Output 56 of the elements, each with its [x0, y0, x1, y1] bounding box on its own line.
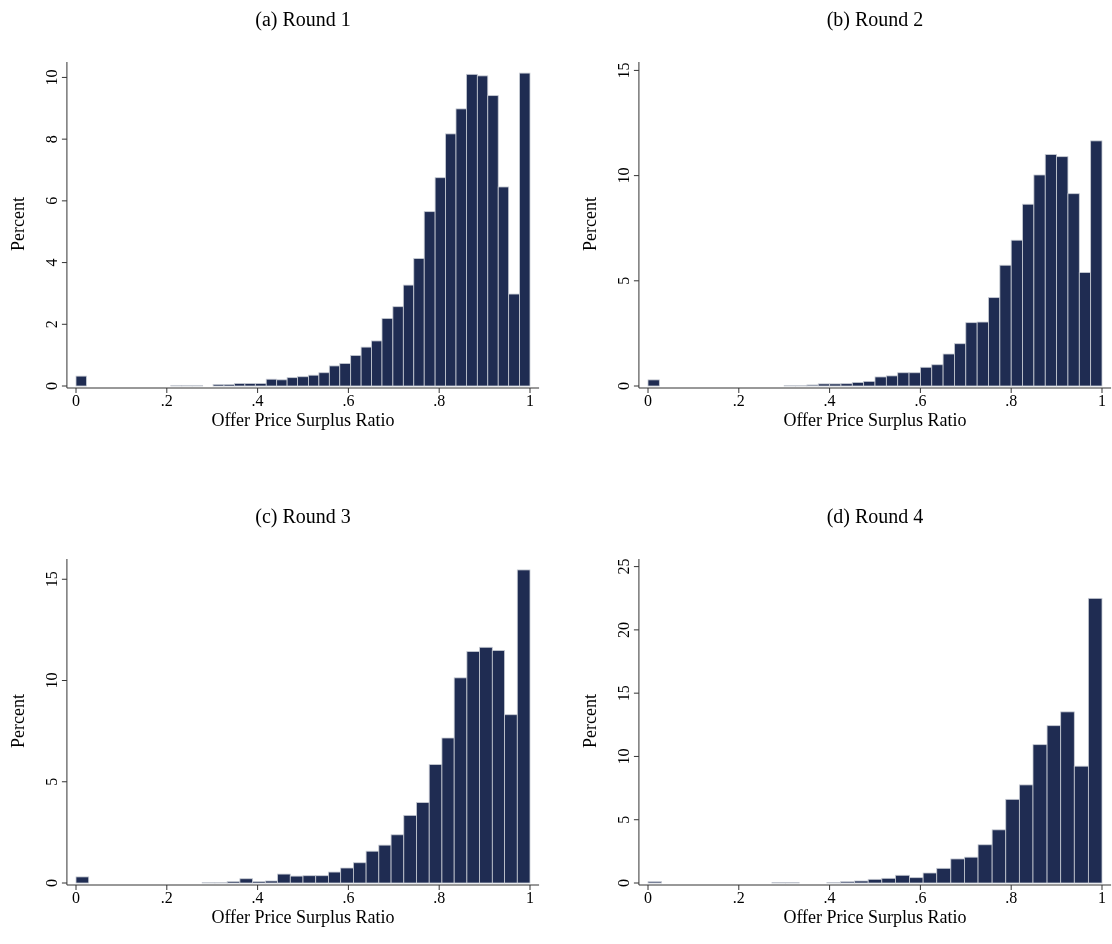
x-axis-title: Offer Price Surplus Ratio [783, 410, 967, 430]
x-tick-label: 0 [644, 889, 652, 906]
x-tick-label: .6 [342, 392, 355, 409]
x-tick-label: 1 [526, 889, 534, 906]
y-tick-label: 20 [614, 621, 632, 638]
y-axis-title: Percent [580, 197, 600, 251]
chart-title: (a) Round 1 [255, 8, 351, 31]
x-tick-label: .6 [914, 392, 927, 409]
y-tick-label: 2 [42, 320, 60, 329]
y-tick-label: 6 [42, 196, 60, 205]
chart-title: (d) Round 4 [826, 505, 924, 528]
y-tick-label: 10 [42, 69, 60, 86]
x-tick-label: .4 [823, 889, 836, 906]
x-tick-label: .2 [732, 889, 745, 906]
x-tick-label: .4 [251, 889, 264, 906]
x-tick-label: .8 [1005, 889, 1018, 906]
x-tick-label: 1 [1098, 392, 1106, 409]
y-tick-label: 10 [42, 672, 60, 689]
y-tick-label: 15 [614, 685, 632, 702]
y-tick-label: 0 [42, 879, 60, 887]
x-tick-label: .8 [1005, 392, 1018, 409]
x-tick-label: 1 [526, 392, 534, 409]
x-tick-label: 1 [1098, 889, 1106, 906]
y-tick-label: 10 [614, 748, 632, 765]
x-tick-label: 0 [644, 392, 652, 409]
y-tick-label: 15 [42, 571, 60, 588]
y-tick-label: 5 [614, 815, 632, 824]
y-tick-label: 8 [42, 135, 60, 144]
y-tick-label: 0 [42, 382, 60, 390]
x-tick-label: .4 [823, 392, 836, 409]
x-axis-title: Offer Price Surplus Ratio [211, 907, 395, 927]
y-tick-label: 0 [614, 382, 632, 390]
x-tick-label: .2 [160, 392, 173, 409]
y-axis-title: Percent [8, 197, 28, 251]
x-tick-label: .8 [433, 889, 446, 906]
x-tick-label: .2 [160, 889, 173, 906]
chart-title: (b) Round 2 [826, 8, 924, 31]
y-tick-label: 15 [614, 62, 632, 79]
x-tick-label: .4 [251, 392, 264, 409]
x-axis-title: Offer Price Surplus Ratio [783, 907, 967, 927]
x-tick-label: 0 [72, 392, 80, 409]
x-tick-label: .2 [732, 392, 745, 409]
chart-title: (c) Round 3 [255, 505, 351, 528]
y-tick-label: 5 [614, 276, 632, 285]
y-axis-title: Percent [580, 694, 600, 748]
x-tick-label: .8 [433, 392, 446, 409]
x-tick-label: 0 [72, 889, 80, 906]
y-tick-label: 25 [614, 558, 632, 575]
y-tick-label: 10 [614, 167, 632, 184]
y-tick-label: 0 [614, 879, 632, 887]
x-tick-label: .6 [342, 889, 355, 906]
y-tick-label: 4 [42, 258, 60, 267]
x-axis-title: Offer Price Surplus Ratio [211, 410, 395, 430]
y-axis-title: Percent [8, 694, 28, 748]
x-tick-label: .6 [914, 889, 927, 906]
y-tick-label: 5 [42, 777, 60, 786]
